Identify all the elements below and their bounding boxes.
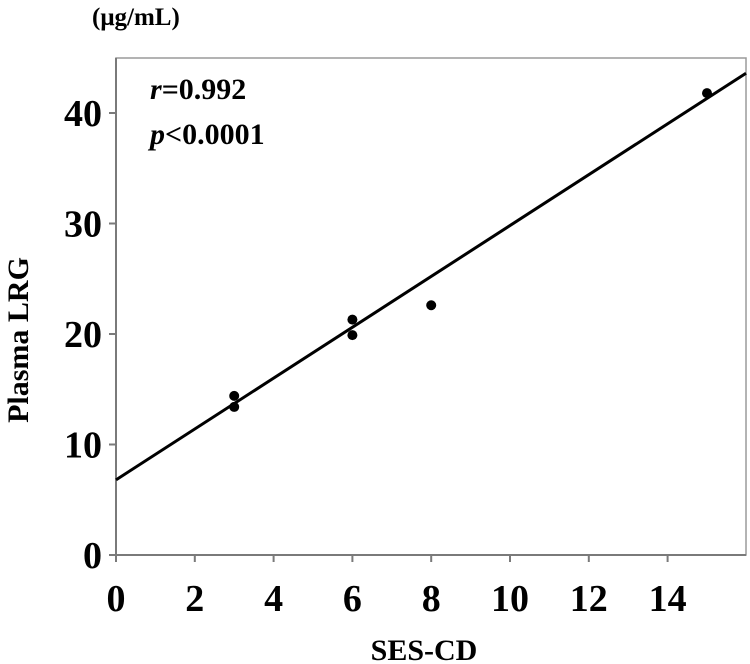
x-axis-title: SES-CD [371, 634, 478, 664]
x-tick-label: 2 [185, 578, 204, 620]
x-axis-ticks: 0 2 4 6 8 10 12 14 [107, 555, 687, 620]
data-point [702, 88, 712, 99]
x-tick-label: 14 [649, 578, 687, 620]
y-tick-label: 0 [83, 535, 102, 577]
data-point [229, 401, 240, 412]
p-value: <0.0001 [165, 118, 265, 151]
r-symbol: r [150, 73, 162, 106]
y-tick-label: 20 [64, 314, 102, 356]
x-tick-label: 4 [264, 578, 283, 620]
y-axis-ticks: 0 10 20 30 40 [64, 93, 116, 577]
r-annotation: r=0.992 [150, 73, 246, 106]
x-tick-label: 10 [491, 578, 529, 620]
p-symbol: p [147, 118, 165, 151]
x-tick-label: 0 [107, 578, 126, 620]
data-point [347, 314, 358, 325]
y-tick-label: 10 [64, 425, 102, 467]
y-axis-title: Plasma LRG [2, 257, 35, 423]
p-annotation: p<0.0001 [147, 118, 265, 151]
x-tick-label: 12 [570, 578, 608, 620]
x-tick-label: 6 [343, 578, 362, 620]
data-points [229, 88, 712, 412]
data-point [347, 330, 358, 341]
x-tick-label: 8 [422, 578, 441, 620]
r-value: =0.992 [162, 73, 247, 106]
regression-line [115, 71, 747, 482]
data-point [426, 300, 437, 311]
y-tick-label: 30 [64, 204, 102, 246]
y-unit-label: (μg/mL) [92, 4, 180, 31]
data-point [229, 390, 240, 401]
y-tick-label: 40 [64, 93, 102, 135]
